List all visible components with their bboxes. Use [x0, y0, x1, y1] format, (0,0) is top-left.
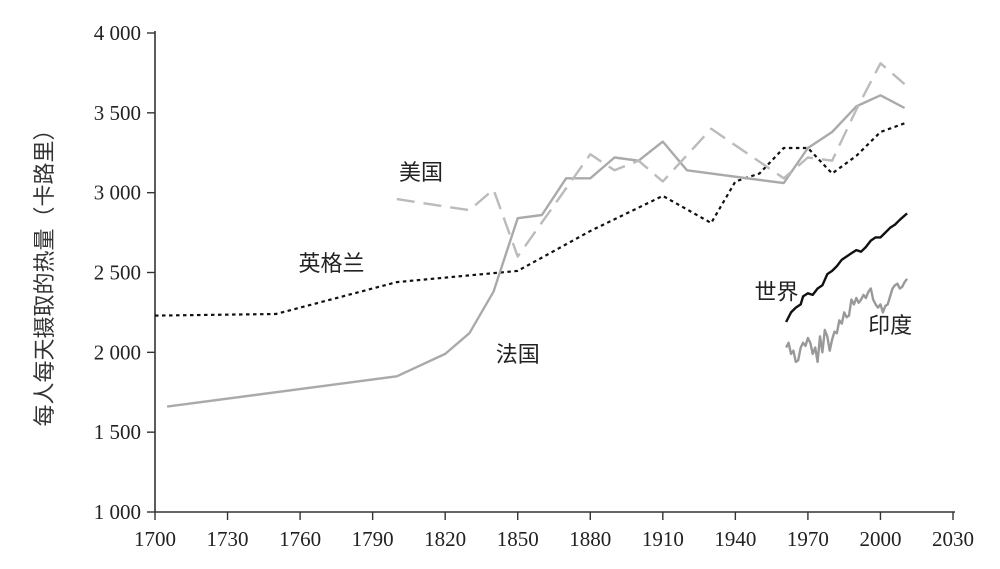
x-tick-label: 1760: [279, 527, 321, 551]
y-tick-label: 3 000: [94, 181, 141, 205]
x-tick-label: 1880: [569, 527, 611, 551]
axes: 1 000 1 500 2 000 2 500 3 000 3 500 4 000 1700 1…: [33, 21, 974, 551]
series-layer: [154, 62, 909, 408]
y-tick-label: 2 500: [94, 261, 141, 285]
series-label: 英格兰: [299, 252, 365, 277]
series-label: 美国: [399, 161, 443, 186]
x-tick-label: 2030: [932, 527, 974, 551]
y-tick-label: 4 000: [94, 21, 141, 45]
x-tick-label: 1970: [787, 527, 829, 551]
series-label: 世界: [754, 281, 798, 306]
x-tick-label: 1790: [352, 527, 394, 551]
y-tick-label: 1 500: [94, 420, 141, 444]
series-line-4: [785, 278, 909, 364]
y-tick-label: 3 500: [94, 101, 141, 125]
series-line-2: [396, 62, 906, 258]
series-line-1: [166, 94, 906, 408]
series-line-3: [785, 212, 908, 323]
x-tick-label: 1940: [714, 527, 756, 551]
y-tick-label: 2 000: [94, 340, 141, 364]
x-tick-label: 2000: [859, 527, 901, 551]
x-tick-label: 1850: [497, 527, 539, 551]
y-axis-label: 每人每天摄取的热量（卡路里）: [33, 118, 58, 426]
y-tick-label: 1 000: [94, 500, 141, 524]
series-label: 印度: [868, 314, 912, 339]
x-tick-label: 1820: [424, 527, 466, 551]
x-tick-label: 1700: [134, 527, 176, 551]
x-tick-label: 1910: [642, 527, 684, 551]
series-label: 法国: [496, 343, 540, 368]
x-tick-label: 1730: [207, 527, 249, 551]
